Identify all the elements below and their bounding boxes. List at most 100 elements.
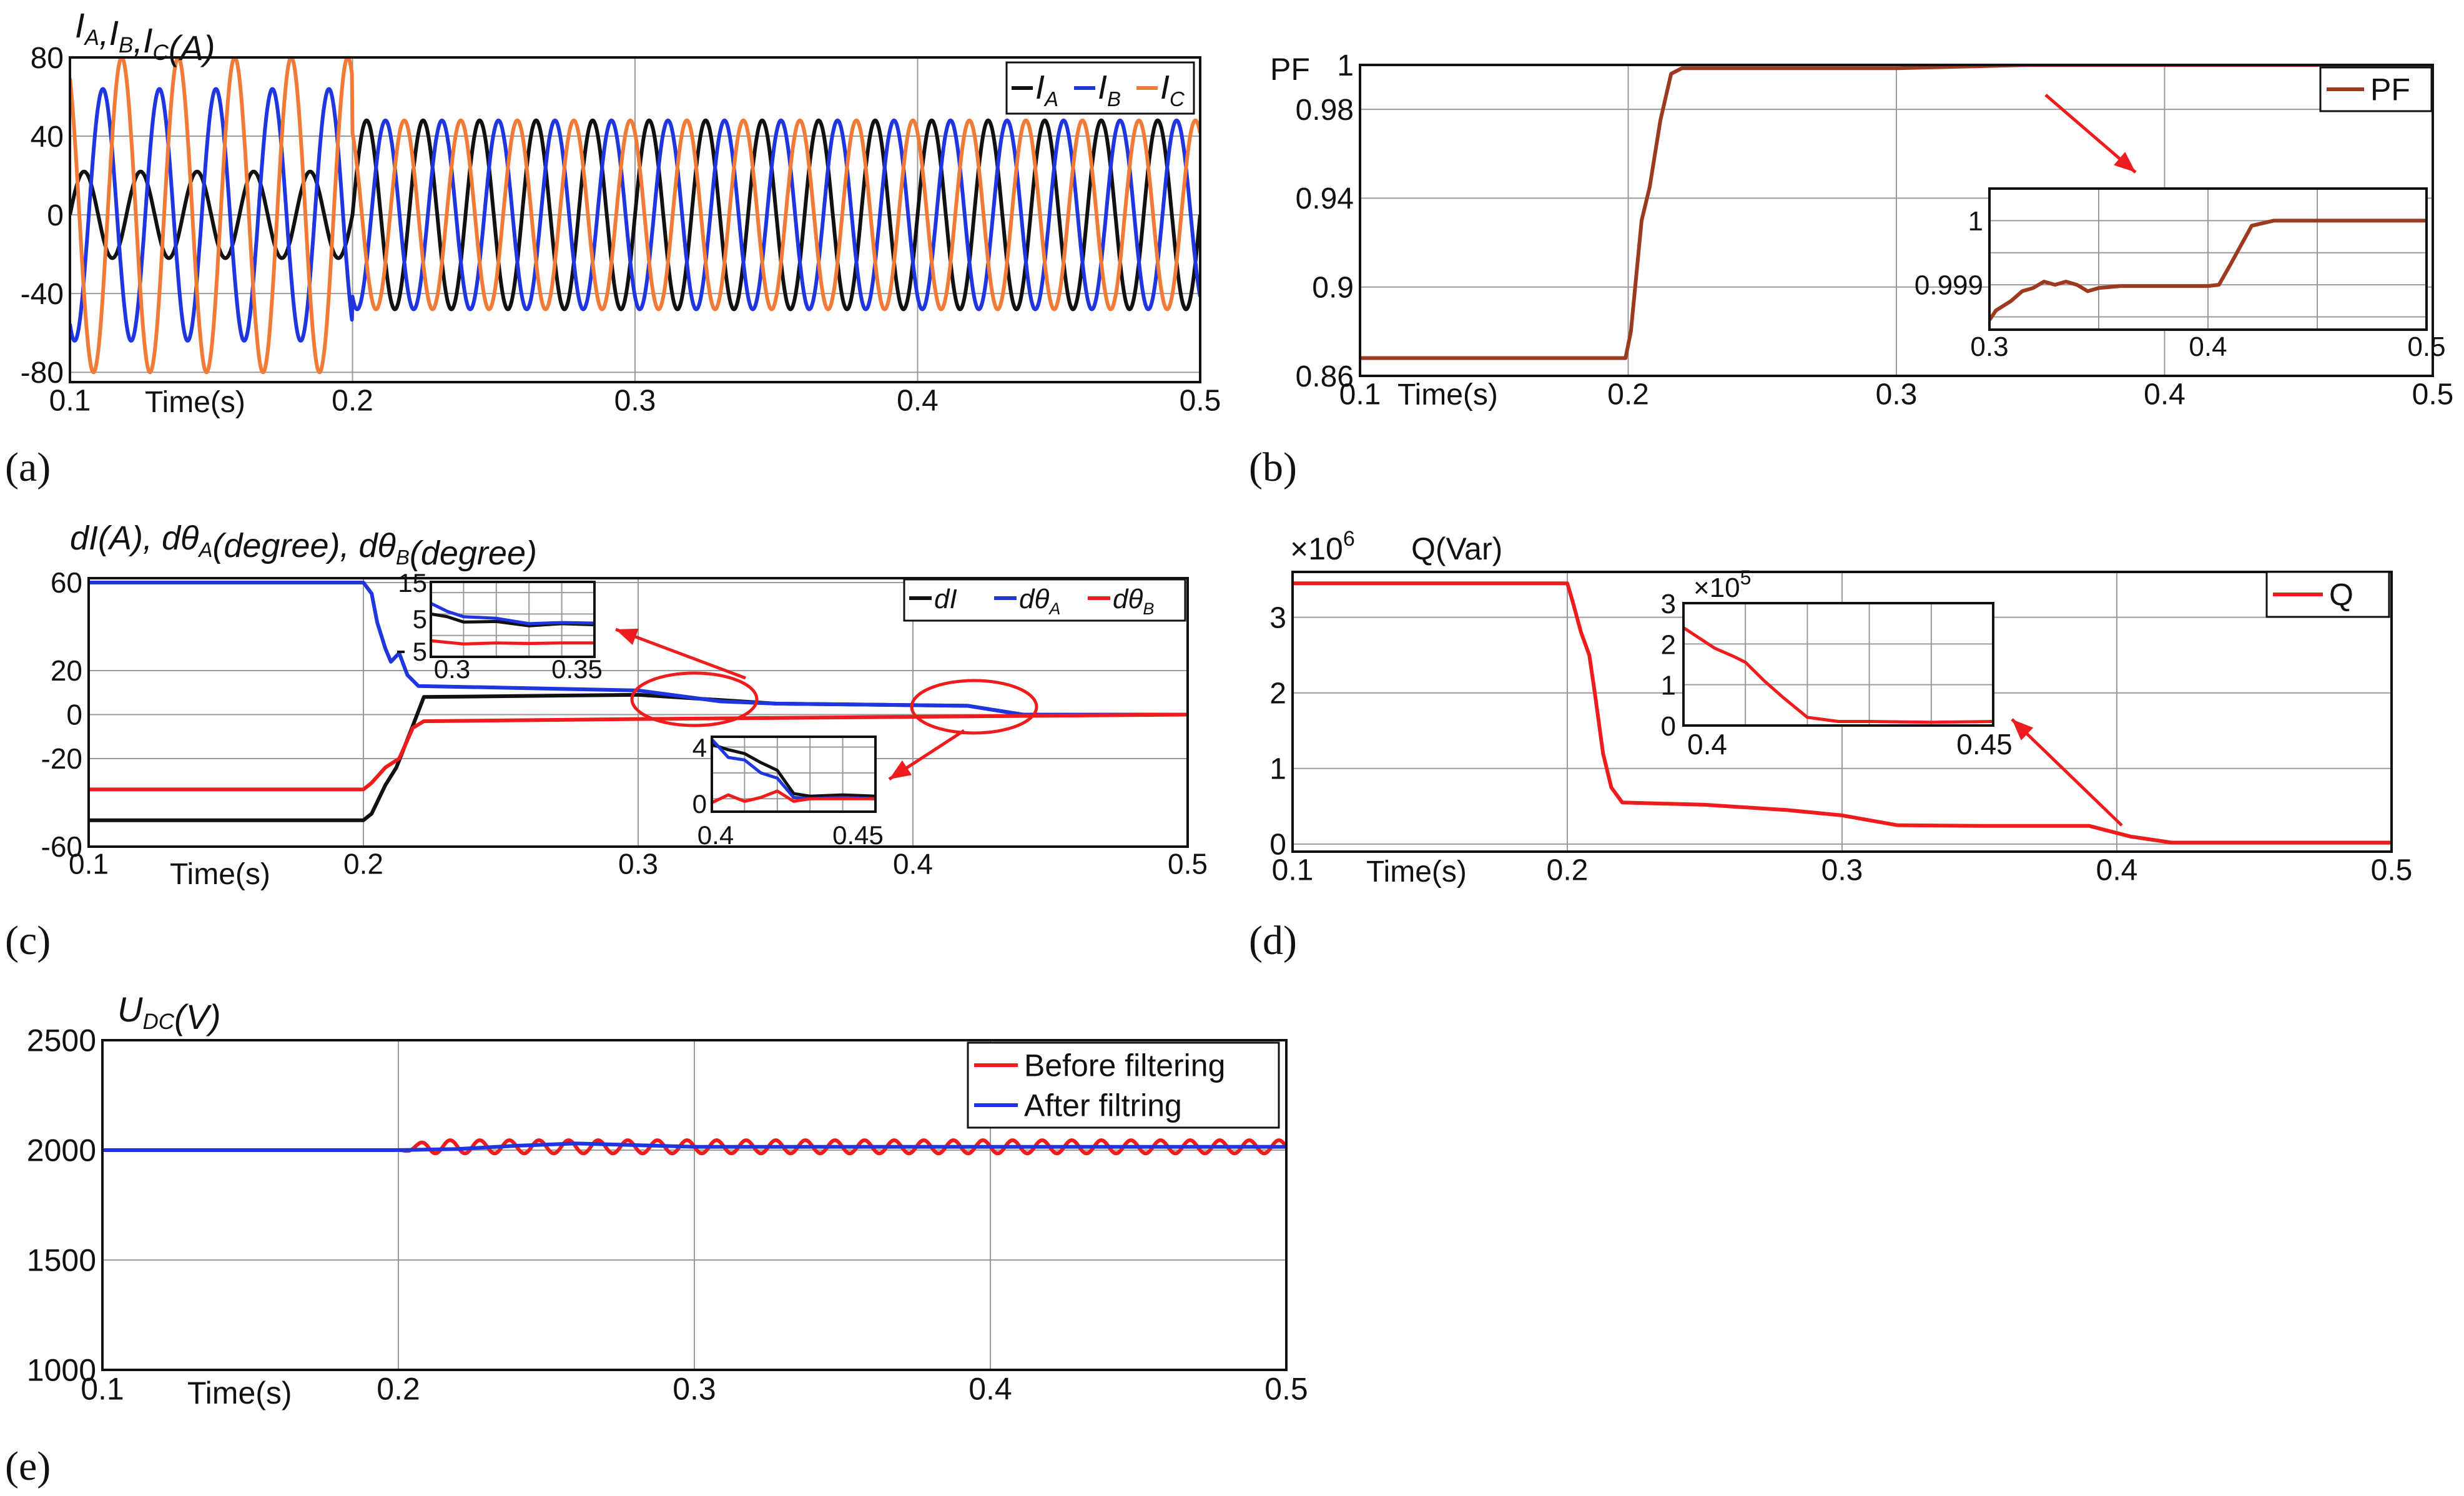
legend: Before filtering After filtring <box>967 1041 1280 1129</box>
callout-arrowhead <box>889 760 912 779</box>
y-tick-label: 0.9 <box>1312 272 1354 305</box>
panel-label-a: (a) <box>5 445 51 490</box>
panel-e-dc-voltage-chart: 0.1 0.2 0.3 0.4 0.5 1000 1500 2000 2500 UDC(V) Tim… <box>27 990 1308 1410</box>
x-tick-label: 0.3 <box>1876 378 1918 411</box>
y-tick-label: 20 <box>51 654 82 687</box>
y-tick-label: 0 <box>1269 829 1286 862</box>
series-line-da <box>431 602 594 626</box>
y-tick-label: 4 <box>692 733 707 762</box>
x-tick-label: 0.5 <box>2371 854 2413 887</box>
y-tick-label: 0.86 <box>1296 360 1354 393</box>
y-tick-label: 1 <box>1269 753 1286 786</box>
y-tick-label: -80 <box>21 357 64 390</box>
panel-label-d: (d) <box>1249 918 1297 963</box>
panel-label-b: (b) <box>1249 445 1297 490</box>
x-tick-label: 0.2 <box>1547 854 1589 887</box>
chart-title: UDC(V) <box>117 990 221 1036</box>
y-tick-label: 5 <box>413 637 427 666</box>
legend-entry: IB <box>1098 69 1121 111</box>
x-tick-label: 0.5 <box>1180 385 1221 418</box>
x-tick-label: 0.3 <box>1821 854 1863 887</box>
callout-arrowhead <box>2114 152 2136 172</box>
x-tick-label: 0.1 <box>1272 854 1314 887</box>
x-tick-label: 0.4 <box>697 820 734 850</box>
y-tick-label: 1 <box>1661 671 1676 701</box>
series-group <box>89 581 1188 822</box>
series-line-ia <box>70 118 1200 312</box>
series-group <box>1293 581 2392 845</box>
highlight-ellipse <box>630 671 759 727</box>
x-axis-label: Time(s) <box>1397 378 1498 411</box>
panel-label-e: (e) <box>5 1444 51 1489</box>
x-tick-label: 0.4 <box>2096 854 2138 887</box>
callout-arrow <box>2011 718 2123 827</box>
y-tick-label: 0.999 <box>1915 270 1983 300</box>
x-tick-label: 0.3 <box>1970 332 2008 362</box>
legend-entry: PF <box>2370 72 2410 107</box>
inset: 0.3 0.35 15 5 5 <box>397 568 603 684</box>
axes-frame <box>1359 64 2434 377</box>
y-tick-label: 0 <box>692 789 707 819</box>
y-multiplier: ×106 <box>1290 527 1355 566</box>
x-tick-label: 0.3 <box>618 848 658 880</box>
axes-frame <box>69 56 1201 383</box>
callout-arrowhead <box>2012 719 2034 741</box>
legend-entry: IC <box>1160 69 1185 111</box>
series-line-ic <box>70 57 1200 375</box>
legend-entry: IA <box>1035 69 1058 111</box>
series-group <box>1360 65 2433 360</box>
axes-frame <box>101 1039 1288 1371</box>
legend-box <box>1005 61 1195 115</box>
x-tick-label: 0.3 <box>673 1372 716 1407</box>
series-group <box>102 1138 1286 1156</box>
y-tick-label: 80 <box>31 42 64 75</box>
x-axis-label: Time(s) <box>145 386 245 419</box>
series-line-db <box>712 789 875 804</box>
y-tick-label: 1000 <box>27 1353 96 1388</box>
y-tick-label: 40 <box>31 121 64 154</box>
x-tick-label: 0.3 <box>434 654 470 684</box>
x-tick-label: 0.2 <box>377 1372 420 1407</box>
y-tick-label: 0 <box>66 699 82 731</box>
y-tick-label: 2000 <box>27 1133 96 1168</box>
legend-box <box>967 1041 1280 1129</box>
series-line-pf <box>1989 219 2427 322</box>
legend-entry: dI <box>934 584 957 614</box>
plot-area <box>1683 603 1993 726</box>
chart-title: PF <box>1270 52 1310 87</box>
x-tick-label: 0.4 <box>2144 378 2186 411</box>
y-tick-label: 5 <box>413 604 427 634</box>
inset: 0.4 0.45 4 0 <box>692 733 884 850</box>
y-tick-label: 3 <box>1269 601 1286 634</box>
x-tick-label: 0.5 <box>2407 332 2445 362</box>
x-tick-label: 0.2 <box>332 385 373 418</box>
callout-arrow <box>615 627 746 680</box>
y-tick-label: 2500 <box>27 1023 96 1058</box>
axes-frame <box>87 577 1189 848</box>
inset-y-multiplier: ×105 <box>1693 566 1751 603</box>
x-tick-label: 0.45 <box>1956 728 2013 760</box>
y-tick-label: 0.98 <box>1296 94 1354 127</box>
y-tick-label: -20 <box>41 742 82 775</box>
chart-title: Q(Var) <box>1411 531 1502 566</box>
series-group <box>70 57 1200 375</box>
series-line-di <box>712 743 875 798</box>
x-tick-label: 0.1 <box>1339 378 1381 411</box>
x-tick-label: 0.5 <box>2412 378 2454 411</box>
inset: 0.3 0.4 0.5 0.999 1 <box>1915 187 2446 362</box>
legend-box <box>903 578 1186 622</box>
series-line-pf <box>1360 65 2433 360</box>
axes-frame <box>1682 602 1994 727</box>
panel-b-power-factor-chart: 0.1 0.2 0.3 0.4 0.5 0.86 0.9 0.94 0.98 1 PF Time(s)… <box>1270 49 2453 411</box>
legend: IA IB IC <box>1005 61 1195 115</box>
panel-labels: (a) (b) (c) (d) (e) <box>5 445 1297 1489</box>
y-tick-label: 2 <box>1661 629 1676 660</box>
x-tick-label: 0.4 <box>893 848 933 880</box>
x-axis-label: Time(s) <box>1366 855 1467 888</box>
x-tick-label: 0.1 <box>49 385 91 418</box>
axes-frame <box>1291 571 2393 853</box>
legend-entry: dθA <box>1019 584 1060 618</box>
x-tick-label: 0.5 <box>1168 848 1208 880</box>
